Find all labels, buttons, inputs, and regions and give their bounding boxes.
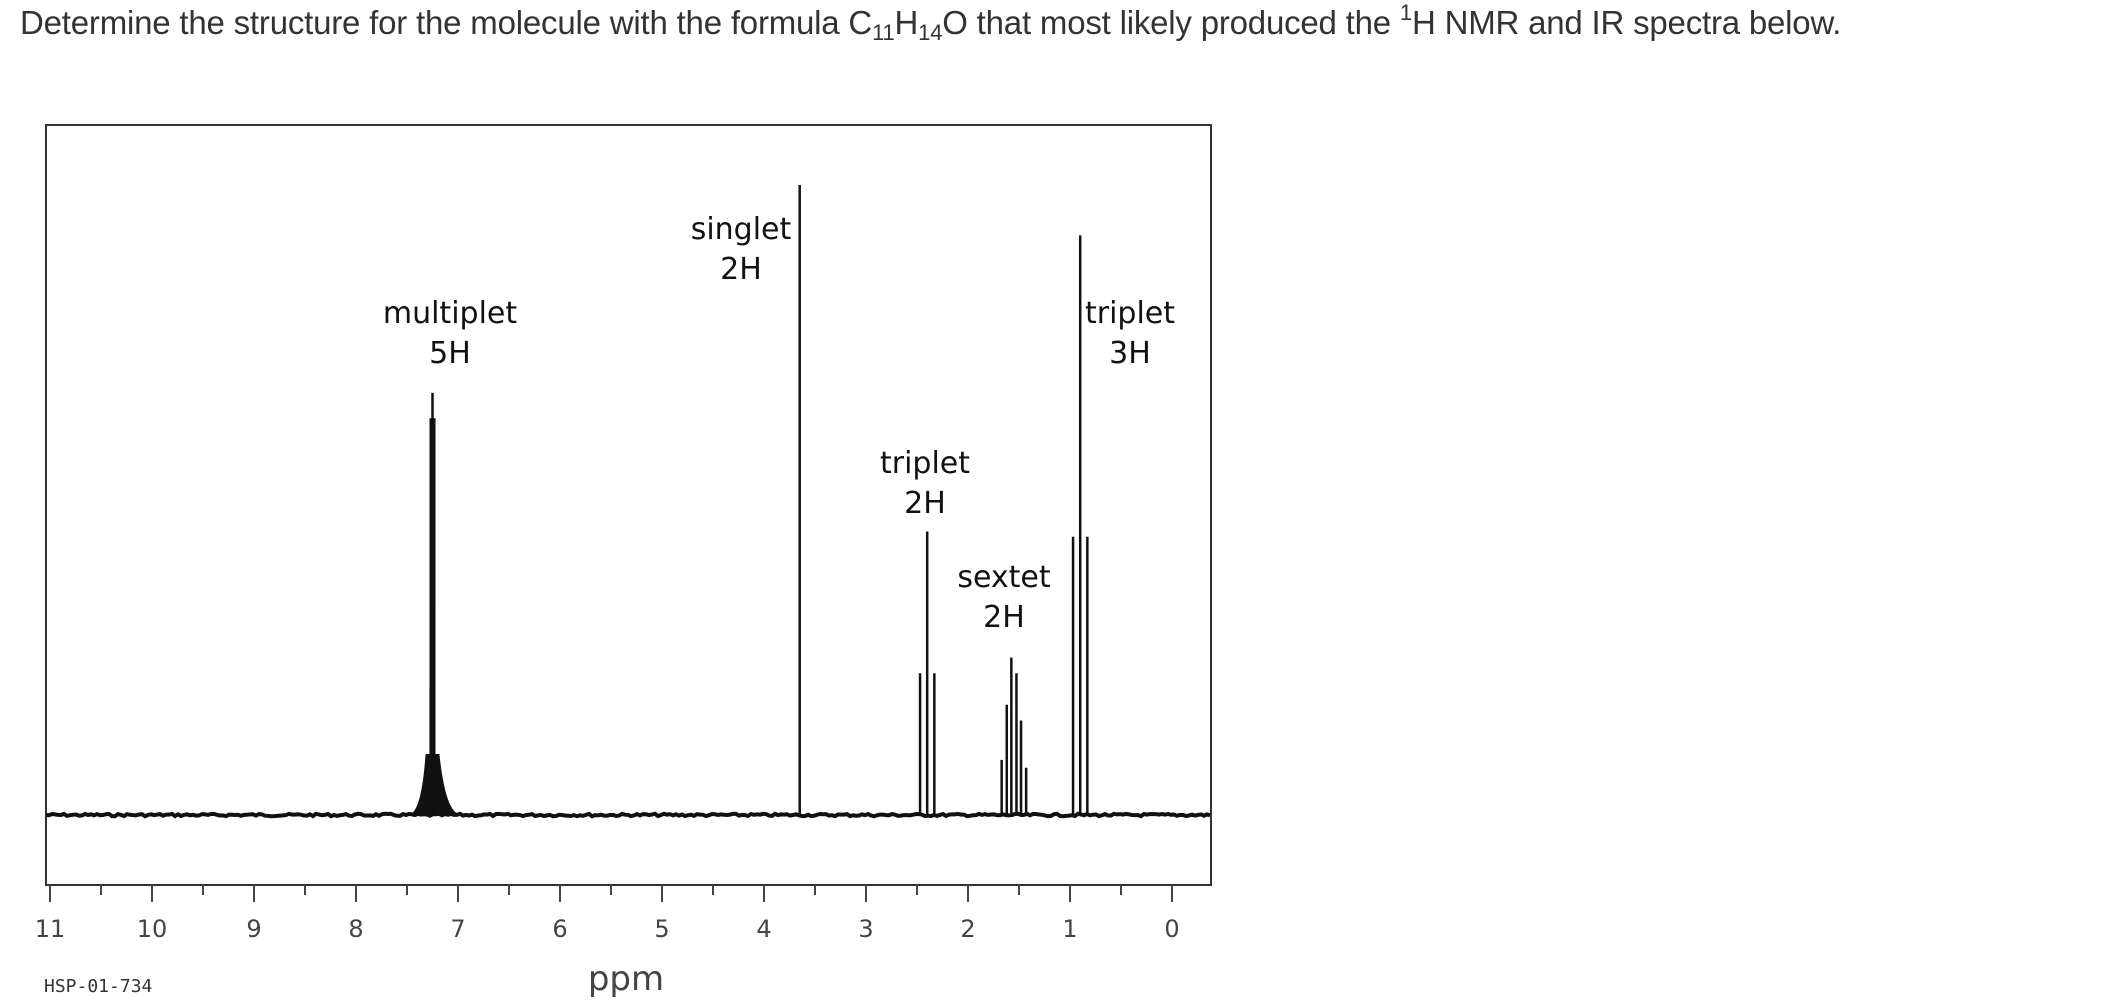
question-text: Determine the structure for the molecule… (20, 0, 1841, 46)
question-part-3: H NMR and IR spectra below. (1411, 4, 1842, 41)
tick-label: 1 (1062, 915, 1077, 943)
peak-integration-label: 2H (983, 600, 1025, 635)
peak-annotations: multiplet 5H singlet 2H triplet 2H sextet 2H tri… (383, 212, 1175, 635)
peak-sextet-3 (1000, 657, 1028, 815)
tick-label: 0 (1164, 915, 1179, 943)
question-part-2: O that most likely produced the (942, 4, 1400, 41)
spectrum-code: HSP-01-734 (44, 976, 152, 997)
superscript-isotope: 1 (1399, 0, 1412, 25)
peak-multiplicity-label: singlet (691, 212, 792, 247)
tick-label: 2 (960, 915, 975, 943)
x-axis-label: ppm (588, 959, 664, 999)
tick-label: 10 (137, 915, 168, 943)
tick-label: 8 (348, 915, 363, 943)
tick-label: 11 (35, 915, 66, 943)
peak-multiplicity-label: sextet (957, 560, 1051, 595)
peak-multiplet-0 (410, 392, 459, 816)
peak-integration-label: 2H (904, 486, 946, 521)
peak-triplet-4 (1071, 235, 1089, 815)
peak-triplet-2 (918, 531, 936, 815)
subscript-hydrogen-count: 14 (918, 20, 943, 45)
tick-label: 6 (552, 915, 567, 943)
x-axis-tick-labels: 11 10 9 8 7 6 5 4 3 2 1 0 (35, 915, 1180, 943)
subscript-carbon-count: 11 (872, 20, 895, 45)
x-axis-ticks (49, 885, 1173, 902)
tick-label: 7 (450, 915, 465, 943)
peak-multiplicity-label: multiplet (383, 296, 518, 331)
question-part-1: Determine the structure for the molecule… (20, 4, 873, 41)
tick-label: 3 (858, 915, 873, 943)
peak-integration-label: 2H (720, 252, 762, 287)
spectrum-peaks (410, 185, 1089, 816)
peak-multiplicity-label: triplet (1085, 296, 1175, 331)
question-hydrogen: H (894, 4, 919, 41)
tick-label: 9 (246, 915, 261, 943)
spectrum-baseline (45, 811, 1211, 819)
plot-frame (45, 124, 1212, 886)
tick-label: 5 (654, 915, 669, 943)
peak-integration-label: 5H (429, 336, 471, 371)
peak-multiplicity-label: triplet (880, 446, 970, 481)
tick-label: 4 (756, 915, 771, 943)
peak-integration-label: 3H (1109, 336, 1151, 371)
